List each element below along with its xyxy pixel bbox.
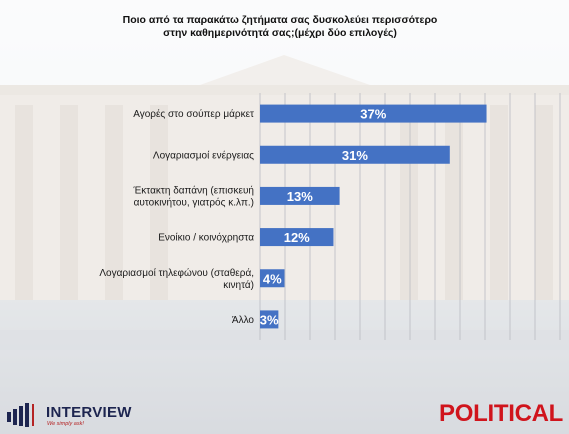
bar bbox=[260, 104, 487, 123]
interview-logo: INTERVIEW We simply ask! bbox=[6, 402, 156, 430]
chart-title: Ποιο από τα παρακάτω ζητήματα σας δυσκολ… bbox=[122, 14, 438, 39]
chart-gridlines bbox=[259, 93, 561, 340]
bar bbox=[260, 145, 450, 164]
interview-tagline: We simply ask! bbox=[47, 421, 84, 427]
bar-value-label: 4% bbox=[263, 271, 282, 286]
bar-value-label: 12% bbox=[284, 230, 310, 245]
interview-logo-text: INTERVIEW bbox=[46, 404, 132, 421]
bar bbox=[260, 186, 340, 205]
category-label: Ενοίκιο / κοινόχρηστα bbox=[158, 232, 254, 244]
bar bbox=[260, 269, 285, 288]
category-label: Αγορές στο σούπερ μάρκετ bbox=[133, 108, 254, 120]
bar-value-label: 37% bbox=[360, 107, 386, 122]
bar-value-label: 13% bbox=[287, 189, 313, 204]
bar-value-label: 3% bbox=[260, 312, 279, 327]
political-logo: POLITICAL bbox=[439, 400, 563, 427]
bar-value-label: 31% bbox=[342, 148, 368, 163]
category-label: Έκτακτη δαπάνη (επισκευή αυτοκινήτου, για… bbox=[132, 184, 254, 208]
bar bbox=[260, 310, 279, 329]
bar bbox=[260, 228, 334, 247]
category-label: Άλλο bbox=[232, 315, 255, 326]
category-label: Λογαριασμοί ενέργειας bbox=[153, 149, 254, 161]
chart-bars: 37% Αγορές στο σούπερ μάρκετ 31% Λογαριασμο… bbox=[99, 104, 487, 329]
interview-logo-icon bbox=[7, 403, 34, 427]
category-label: Λογαριασμοί τηλεφώνου (σταθερά, κινητά) bbox=[99, 267, 254, 291]
